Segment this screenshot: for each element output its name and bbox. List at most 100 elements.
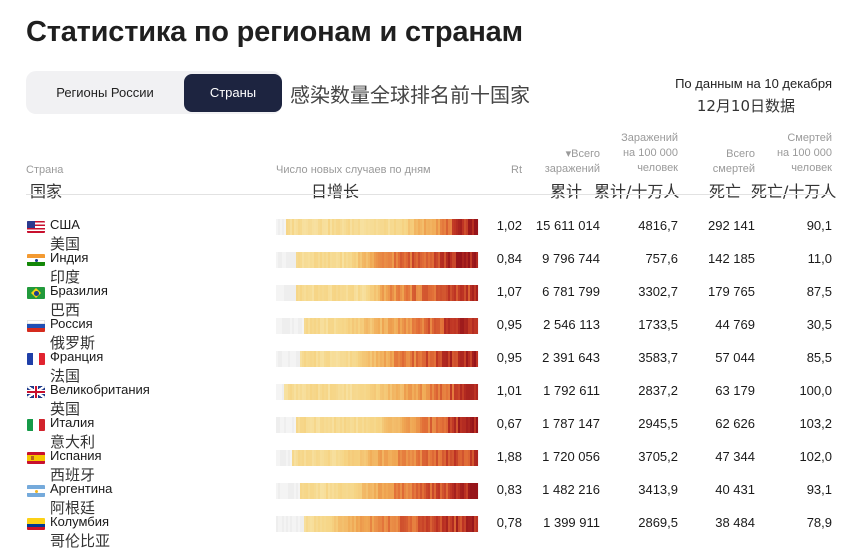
daily-cell [440, 483, 443, 499]
header-deaths-cn: 死亡 [709, 182, 742, 201]
daily-cell [340, 219, 343, 235]
daily-cell [432, 483, 435, 499]
daily-cell [422, 351, 425, 367]
daily-cell [334, 252, 337, 268]
header-per100k[interactable]: Заражений на 100 000 человек [600, 131, 678, 176]
daily-cell [294, 252, 297, 268]
table-row[interactable]: Бразилия 巴西 1,07 6 781 799 3302,7 179 765 87,5 [0, 283, 853, 319]
daily-cell [338, 252, 341, 268]
total-deaths: 63 179 [715, 383, 755, 398]
table-row[interactable]: Испания 西班牙 1,88 1 720 056 3705,2 47 344 102,0 [0, 448, 853, 484]
daily-cell [402, 384, 405, 400]
daily-cell [310, 285, 313, 301]
daily-cell [290, 285, 293, 301]
daily-cell [370, 516, 373, 532]
header-deaths-per100k[interactable]: Смертей на 100 000 человек [760, 131, 832, 176]
daily-cell [428, 483, 431, 499]
tab-regions[interactable]: Регионы России [56, 85, 154, 100]
daily-cell [318, 417, 321, 433]
daily-cell [462, 417, 465, 433]
daily-cell [336, 252, 339, 268]
daily-cell [408, 252, 411, 268]
daily-cell [396, 285, 399, 301]
daily-cell [458, 450, 461, 466]
daily-cell [306, 450, 309, 466]
daily-cell [376, 285, 379, 301]
daily-cell [462, 252, 465, 268]
daily-cell [430, 318, 433, 334]
daily-cell [450, 483, 453, 499]
daily-cell [284, 384, 287, 400]
daily-cell [348, 318, 351, 334]
daily-cell [452, 219, 455, 235]
daily-cell [398, 219, 401, 235]
table-row[interactable]: Аргентина 阿根廷 0,83 1 482 216 3413,9 40 431 93,… [0, 481, 853, 517]
daily-cell [420, 318, 423, 334]
daily-cell [464, 318, 467, 334]
daily-cell [290, 219, 293, 235]
table-row[interactable]: Колумбия 哥伦比亚 0,78 1 399 911 2869,5 38 484 78,… [0, 514, 853, 550]
daily-cell [438, 384, 441, 400]
daily-cell [390, 318, 393, 334]
daily-cell [376, 252, 379, 268]
header-total-sorted[interactable]: ▾Всего заражений [525, 147, 600, 177]
daily-cell [382, 384, 385, 400]
country-name-cn: 俄罗斯 [50, 334, 96, 352]
table-row[interactable]: США 美国 1,02 15 611 014 4816,7 292 141 90,1 [0, 217, 853, 253]
daily-cell [448, 417, 451, 433]
daily-cell [420, 384, 423, 400]
daily-cell [470, 351, 473, 367]
daily-cell [298, 384, 301, 400]
daily-cell [384, 417, 387, 433]
daily-cell [430, 483, 433, 499]
daily-cell [288, 384, 291, 400]
table-row[interactable]: Великобритания 英国 1,01 1 792 611 2837,2 63 17… [0, 382, 853, 418]
daily-cell [380, 483, 383, 499]
daily-cell [316, 384, 319, 400]
daily-cell [414, 318, 417, 334]
daily-cell [306, 483, 309, 499]
daily-cell [310, 252, 313, 268]
daily-cell [352, 450, 355, 466]
daily-cell [320, 516, 323, 532]
daily-cell [362, 285, 365, 301]
table-row[interactable]: Франция 法国 0,95 2 391 643 3583,7 57 044 85,5 [0, 349, 853, 385]
table-row[interactable]: Италия 意大利 0,67 1 787 147 2945,5 62 626 103,2 [0, 415, 853, 451]
daily-cell [386, 318, 389, 334]
daily-cell [440, 318, 443, 334]
daily-cell [362, 483, 365, 499]
table-row[interactable]: Россия 俄罗斯 0,95 2 546 113 1733,5 44 769 30,5 [0, 316, 853, 352]
header-per100k-line2: на 100 000 [622, 147, 678, 159]
country-name: Россия [50, 316, 93, 331]
daily-cell [432, 219, 435, 235]
daily-cell [350, 285, 353, 301]
daily-cell [304, 318, 307, 334]
daily-cell [282, 318, 285, 334]
daily-cell [426, 351, 429, 367]
daily-cell [304, 483, 307, 499]
daily-cell [290, 351, 293, 367]
header-per100k-cn: 累计/十万人 [594, 182, 680, 201]
daily-cell [412, 351, 415, 367]
daily-cell [356, 318, 359, 334]
deaths-per-100k: 30,5 [806, 317, 832, 332]
daily-cell [430, 285, 433, 301]
daily-cell [322, 450, 325, 466]
daily-cell [406, 219, 409, 235]
header-rt[interactable]: Rt [511, 164, 522, 176]
daily-cell [380, 252, 383, 268]
daily-cell [386, 450, 389, 466]
daily-cell [284, 450, 287, 466]
daily-cell [322, 219, 325, 235]
daily-cell [388, 252, 391, 268]
br-flag-icon [27, 287, 45, 299]
tab-countries[interactable]: Страны [184, 74, 282, 112]
header-deaths[interactable]: Всего смертей [680, 147, 755, 177]
daily-cell [376, 219, 379, 235]
daily-cell [414, 384, 417, 400]
daily-cell [330, 252, 333, 268]
daily-cell [386, 417, 389, 433]
daily-cell [394, 516, 397, 532]
daily-cell [326, 318, 329, 334]
table-row[interactable]: Индия 印度 0,84 9 796 744 757,6 142 185 11,0 [0, 250, 853, 286]
